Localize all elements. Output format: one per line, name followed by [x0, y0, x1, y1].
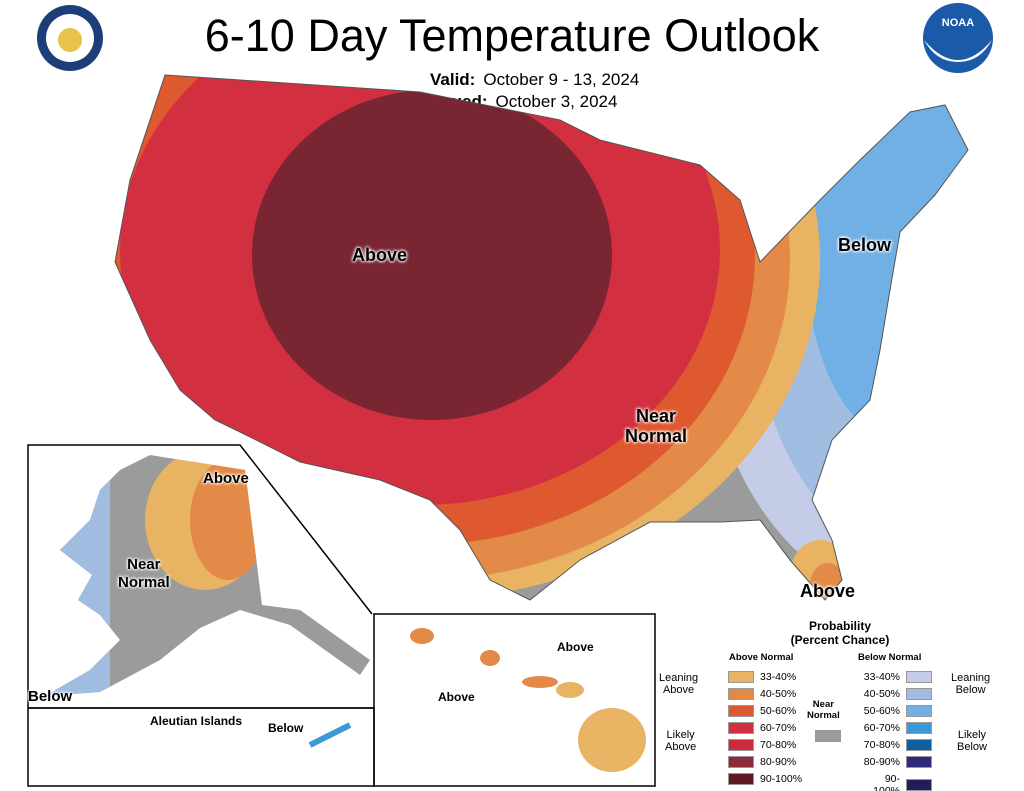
- label-ak-near-normal: Near Normal: [118, 556, 170, 591]
- legend-leaning-above: Leaning Above: [659, 672, 699, 696]
- legend-near-normal: Near Normal: [807, 699, 840, 721]
- legend-range: 90-100%: [873, 773, 900, 791]
- label-ak-below: Below: [28, 688, 73, 705]
- legend-above-row: 40-50%: [728, 688, 796, 700]
- legend-swatch: [728, 705, 754, 717]
- legend-below-row: 50-60%: [860, 705, 932, 717]
- legend-swatch: [728, 688, 754, 700]
- legend-below-row: 33-40%: [860, 671, 932, 683]
- legend-range: 50-60%: [760, 705, 797, 717]
- legend-swatch: [728, 756, 754, 768]
- svg-text:NOAA: NOAA: [942, 17, 974, 29]
- label-conus-above: Above: [352, 245, 408, 265]
- legend-swatch: [728, 671, 754, 683]
- issued-date: October 3, 2024: [495, 92, 618, 111]
- label-florida-above: Above: [800, 581, 856, 601]
- valid-label: Valid:: [430, 70, 476, 89]
- legend-range: 80-90%: [863, 756, 900, 768]
- legend-below-row: 80-90%: [860, 756, 932, 768]
- legend-swatch: [906, 756, 932, 768]
- legend-below-row: 40-50%: [860, 688, 932, 700]
- aleutian-title: Aleutian Islands: [150, 714, 243, 728]
- legend-range: 80-90%: [760, 756, 797, 768]
- legend-near-swatch: [815, 730, 841, 742]
- legend-above-row: 50-60%: [728, 705, 796, 717]
- legend-range: 33-40%: [760, 671, 797, 683]
- legend-below-row: 90-100%: [860, 773, 932, 791]
- legend-below-row: 70-80%: [860, 739, 932, 751]
- legend-range: 90-100%: [760, 773, 803, 785]
- valid-dates: October 9 - 13, 2024: [483, 70, 640, 89]
- legend-above-header: Above Normal: [729, 652, 794, 663]
- noaa-logo: NOAA: [923, 3, 993, 73]
- label-hi-above-1: Above: [557, 640, 594, 654]
- label-conus-below: Below: [838, 235, 892, 255]
- legend-swatch: [728, 773, 754, 785]
- probability-legend: Probability (Percent Chance) Above Norma…: [655, 615, 1024, 791]
- legend-range: 50-60%: [863, 705, 900, 717]
- legend-swatch: [906, 688, 932, 700]
- legend-above-row: 70-80%: [728, 739, 796, 751]
- legend-above-row: 33-40%: [728, 671, 796, 683]
- legend-likely-below: Likely Below: [957, 729, 987, 753]
- legend-range: 60-70%: [863, 722, 900, 734]
- legend-range: 40-50%: [863, 688, 900, 700]
- label-hi-above-2: Above: [438, 690, 475, 704]
- label-aleutian-below: Below: [268, 721, 304, 735]
- legend-range: 70-80%: [863, 739, 900, 751]
- legend-title: Probability: [808, 619, 871, 633]
- valid-line: Valid: October 9 - 13, 2024: [430, 70, 639, 90]
- page-title: 6-10 Day Temperature Outlook: [204, 10, 820, 61]
- legend-range: 70-80%: [760, 739, 797, 751]
- label-ak-above: Above: [203, 470, 249, 487]
- legend-above-row: 80-90%: [728, 756, 796, 768]
- legend-swatch: [906, 722, 932, 734]
- legend-above-row: 90-100%: [728, 773, 802, 785]
- legend-swatch: [906, 705, 932, 717]
- legend-range: 60-70%: [760, 722, 797, 734]
- alaska-inset: [27, 444, 374, 709]
- legend-subtitle: (Percent Chance): [790, 633, 890, 647]
- label-conus-near-normal: Near Normal: [625, 406, 688, 446]
- legend-swatch: [906, 779, 932, 791]
- legend-swatch: [728, 739, 754, 751]
- legend-below-row: 60-70%: [860, 722, 932, 734]
- legend-below-header: Below Normal: [858, 652, 922, 663]
- legend-range: 33-40%: [863, 671, 900, 683]
- legend-leaning-below: Leaning Below: [951, 672, 991, 696]
- legend-likely-above: Likely Above: [665, 729, 697, 753]
- doc-seal-logo: [37, 5, 103, 71]
- legend-swatch: [906, 671, 932, 683]
- legend-swatch: [906, 739, 932, 751]
- hawaii-inset: [373, 613, 656, 787]
- legend-swatch: [728, 722, 754, 734]
- legend-range: 40-50%: [760, 688, 797, 700]
- legend-above-row: 60-70%: [728, 722, 796, 734]
